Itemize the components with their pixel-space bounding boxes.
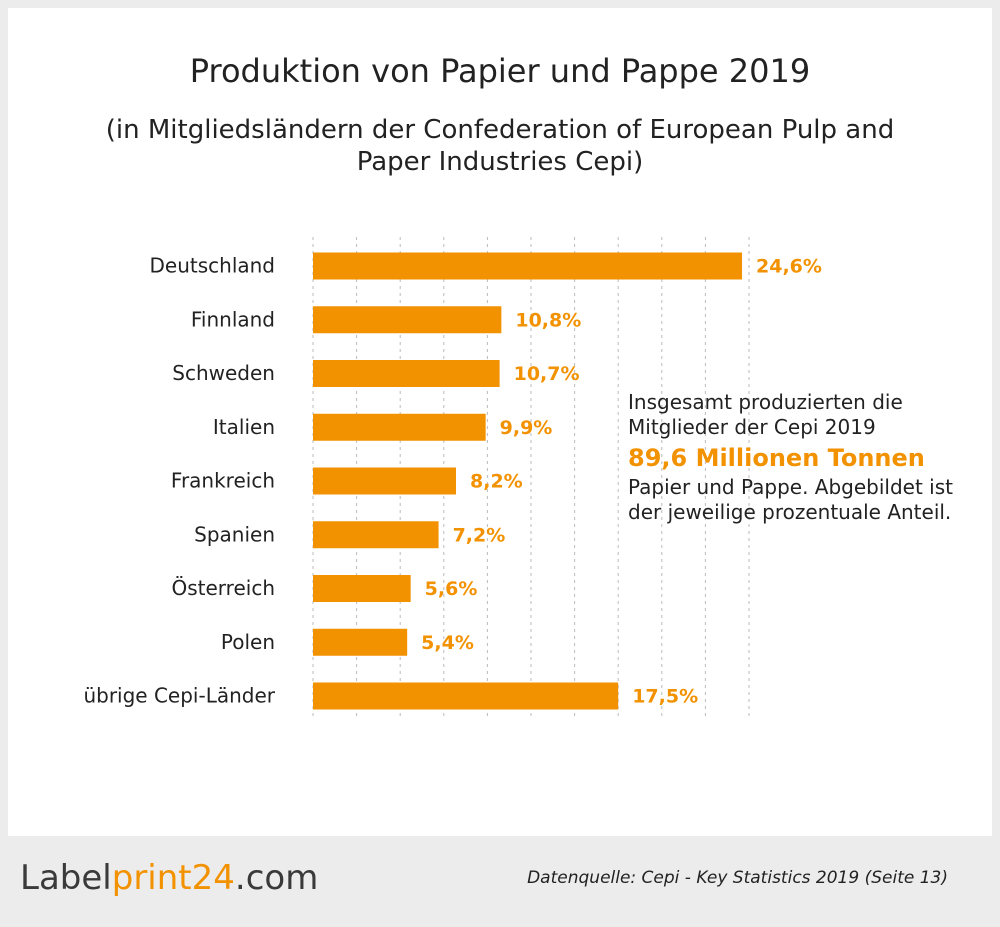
- chart: Deutschland 24,6% Finnland 10,8% Schweden 10,…: [83, 237, 822, 720]
- logo-part: Label: [20, 858, 112, 898]
- chart-title: Produktion von Papier und Pappe 2019: [189, 52, 811, 90]
- source: Datenquelle: Cepi - Key Statistics 2019 …: [527, 868, 948, 888]
- logo-part: .com: [234, 858, 319, 898]
- value-label: 24,6%: [756, 256, 822, 278]
- bar: [313, 575, 411, 602]
- bar: [313, 467, 457, 495]
- category-label: Spanien: [194, 522, 275, 546]
- bar: [313, 252, 743, 280]
- value-label: 17,5%: [632, 686, 698, 708]
- bar: [313, 306, 502, 334]
- bar: [313, 628, 408, 656]
- value-label: 7,2%: [453, 524, 506, 546]
- chart-subtitle: (in Mitgliedsländern der Confederation o…: [105, 115, 895, 177]
- category-label: Schweden: [172, 361, 275, 385]
- value-label: 9,9%: [500, 417, 553, 439]
- value-label: 8,2%: [470, 471, 523, 493]
- category-label: Deutschland: [150, 254, 276, 278]
- category-label: Frankreich: [171, 469, 275, 493]
- annotation-intro: Insgesamt produzierten die Mitglieder de…: [628, 390, 903, 439]
- category-label: Österreich: [172, 576, 276, 600]
- category-label: übrige Cepi-Länder: [83, 684, 275, 708]
- category-label: Finnland: [191, 307, 275, 331]
- category-label: Polen: [221, 630, 275, 654]
- bar: [313, 682, 619, 710]
- annotation-outro: Papier und Pappe. Abgebildet ist der jew…: [628, 475, 953, 524]
- value-label: 5,6%: [425, 578, 478, 600]
- value-label: 10,8%: [515, 309, 581, 331]
- annotation-highlight: 89,6 Millionen Tonnen: [628, 444, 925, 472]
- value-label: 10,7%: [514, 363, 580, 385]
- value-label: 5,4%: [421, 632, 474, 654]
- logo-part: print24: [111, 858, 235, 898]
- annotation: Insgesamt produzierten die Mitglieder de…: [628, 390, 968, 525]
- bar: [313, 521, 439, 549]
- bar: [313, 360, 500, 387]
- logo: Labelprint24.com: [20, 858, 318, 898]
- category-label: Italien: [213, 415, 275, 439]
- bar: [313, 413, 486, 441]
